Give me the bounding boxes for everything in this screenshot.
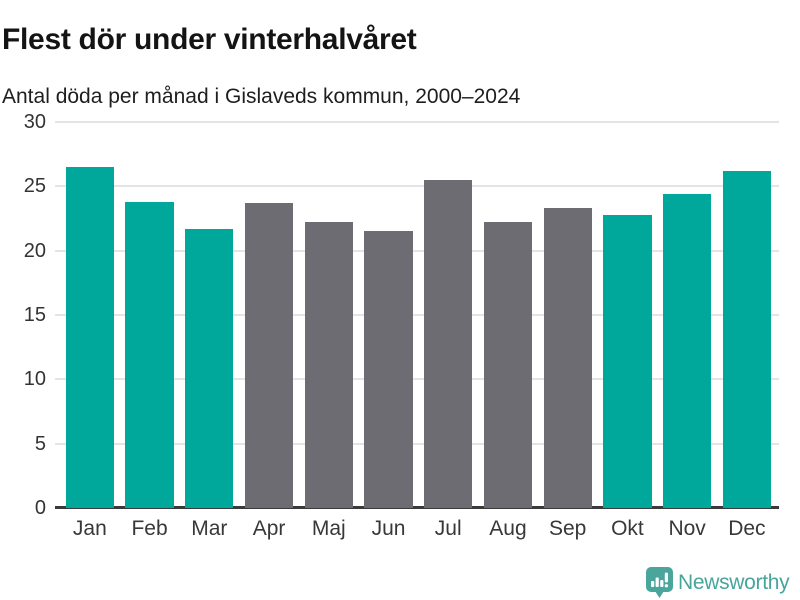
y-tick-label-20: 20 xyxy=(23,239,46,262)
bar-aug xyxy=(483,222,533,508)
bar-maj xyxy=(304,222,353,508)
chart-subtitle: Antal döda per månad i Gislaveds kommun,… xyxy=(2,85,521,108)
bar-dec xyxy=(722,170,772,508)
gridline-5 xyxy=(55,442,779,445)
bar-jul xyxy=(424,179,473,508)
bar-chart-plot-area xyxy=(55,121,779,509)
y-tick-label-5: 5 xyxy=(34,432,46,455)
x-axis-line xyxy=(55,506,779,509)
bar-feb xyxy=(125,201,174,508)
x-tick-label-jun: Jun xyxy=(371,517,406,540)
y-tick-label-25: 25 xyxy=(23,175,46,198)
x-tick-label-aug: Aug xyxy=(489,517,527,540)
bar-sep xyxy=(543,208,592,508)
y-tick-label-30: 30 xyxy=(23,111,46,133)
x-tick-label-apr: Apr xyxy=(252,517,286,540)
y-axis-labels: 0 5 10 15 20 25 30 xyxy=(0,111,46,519)
bar-mar xyxy=(185,228,234,508)
x-axis-labels: Jan Feb Mar Apr Maj Jun Jul Aug Sep Okt Nov Dec xyxy=(55,517,779,547)
gridline-10 xyxy=(55,378,779,381)
x-tick-label-feb: Feb xyxy=(131,517,168,540)
x-tick-label-nov: Nov xyxy=(668,517,706,540)
bar-jan xyxy=(65,167,114,508)
x-tick-label-maj: Maj xyxy=(311,517,346,540)
newsworthy-logo-icon xyxy=(646,567,673,598)
x-tick-label-okt: Okt xyxy=(611,517,644,540)
gridline-25 xyxy=(55,185,779,188)
x-tick-label-jul: Jul xyxy=(434,517,462,540)
bar-okt xyxy=(603,214,652,508)
x-tick-label-jan: Jan xyxy=(72,517,107,540)
y-tick-label-0: 0 xyxy=(34,497,46,519)
bar-nov xyxy=(663,194,712,508)
gridline-15 xyxy=(55,314,779,316)
chart-title: Flest dör under vinterhalvåret xyxy=(2,23,417,57)
bar-apr xyxy=(244,203,294,508)
newsworthy-brand-text: Newsworthy xyxy=(678,571,790,594)
x-tick-label-dec: Dec xyxy=(728,517,766,540)
x-tick-label-sep: Sep xyxy=(549,517,587,540)
x-tick-label-mar: Mar xyxy=(191,517,228,540)
bar-jun xyxy=(364,231,413,508)
y-tick-label-15: 15 xyxy=(23,304,46,326)
gridline-20 xyxy=(55,249,779,252)
gridline-30 xyxy=(55,121,779,123)
bar-chart-speech-bubble-icon xyxy=(646,567,673,598)
y-tick-label-10: 10 xyxy=(23,368,46,391)
